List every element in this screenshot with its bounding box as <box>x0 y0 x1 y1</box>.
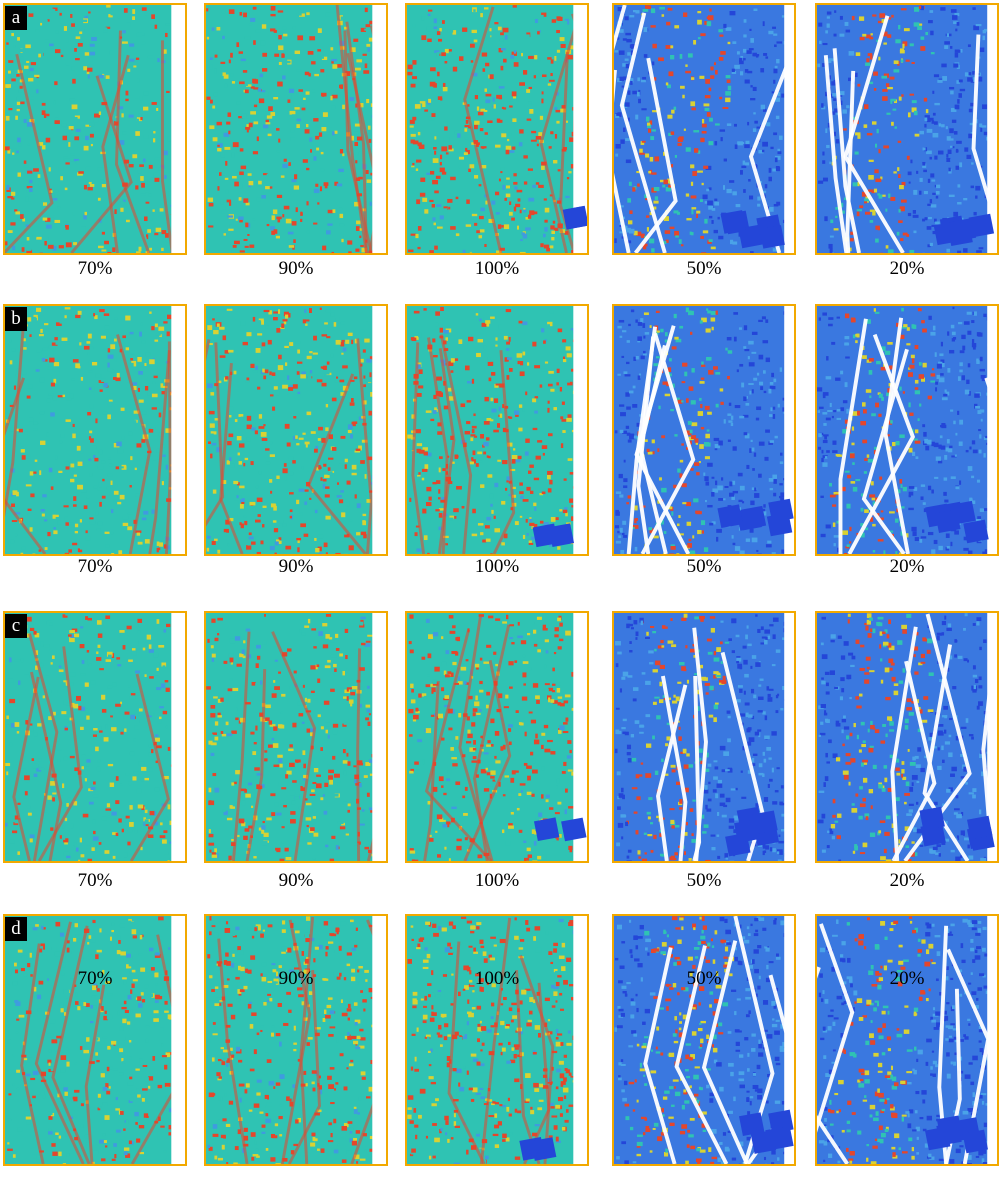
panel-c-1 <box>3 611 187 863</box>
particle-map-image <box>817 613 997 861</box>
panel-d-3 <box>405 914 589 1166</box>
panel-a-5 <box>815 3 999 255</box>
panel-b-1 <box>3 304 187 556</box>
panel-d-2 <box>204 914 388 1166</box>
particle-map-image <box>614 306 794 554</box>
panel-caption: 90% <box>278 870 314 891</box>
panel-a-2 <box>204 3 388 255</box>
panel-caption: 100% <box>474 556 520 577</box>
panel-caption: 100% <box>474 968 520 989</box>
panel-caption: 20% <box>889 258 925 279</box>
particle-map-image <box>206 916 386 1164</box>
panel-caption: 70% <box>77 258 113 279</box>
panel-caption: 50% <box>686 968 722 989</box>
particle-map-image <box>5 5 185 253</box>
panel-d-5 <box>815 914 999 1166</box>
panel-caption: 100% <box>474 258 520 279</box>
particle-map-image <box>5 306 185 554</box>
panel-caption: 90% <box>278 968 314 989</box>
particle-map-image <box>407 306 587 554</box>
panel-c-5 <box>815 611 999 863</box>
row-label: a <box>5 6 27 30</box>
panel-b-5 <box>815 304 999 556</box>
panel-caption: 70% <box>77 870 113 891</box>
particle-map-image <box>614 5 794 253</box>
panel-caption: 70% <box>77 968 113 989</box>
panel-b-4 <box>612 304 796 556</box>
panel-a-1 <box>3 3 187 255</box>
panel-c-3 <box>405 611 589 863</box>
particle-map-image <box>407 916 587 1164</box>
panel-caption: 20% <box>889 556 925 577</box>
particle-map-image <box>407 613 587 861</box>
row-label: d <box>5 917 27 941</box>
row-label: c <box>5 614 27 638</box>
panel-d-1 <box>3 914 187 1166</box>
particle-map-image <box>817 5 997 253</box>
particle-map-image <box>206 306 386 554</box>
particle-map-image <box>407 5 587 253</box>
particle-map-image <box>817 916 997 1164</box>
panel-caption: 50% <box>686 258 722 279</box>
particle-map-image <box>5 613 185 861</box>
panel-c-2 <box>204 611 388 863</box>
panel-a-4 <box>612 3 796 255</box>
particle-map-image <box>817 306 997 554</box>
panel-caption: 20% <box>889 870 925 891</box>
panel-caption: 90% <box>278 556 314 577</box>
panel-caption: 100% <box>474 870 520 891</box>
panel-caption: 50% <box>686 870 722 891</box>
row-label: b <box>5 307 27 331</box>
panel-a-3 <box>405 3 589 255</box>
panel-c-4 <box>612 611 796 863</box>
panel-caption: 50% <box>686 556 722 577</box>
particle-map-image <box>206 5 386 253</box>
particle-map-image <box>614 613 794 861</box>
panel-caption: 90% <box>278 258 314 279</box>
panel-caption: 20% <box>889 968 925 989</box>
particle-map-image <box>5 916 185 1164</box>
panel-b-3 <box>405 304 589 556</box>
particle-map-image <box>614 916 794 1164</box>
panel-caption: 70% <box>77 556 113 577</box>
particle-map-image <box>206 613 386 861</box>
panel-d-4 <box>612 914 796 1166</box>
panel-b-2 <box>204 304 388 556</box>
